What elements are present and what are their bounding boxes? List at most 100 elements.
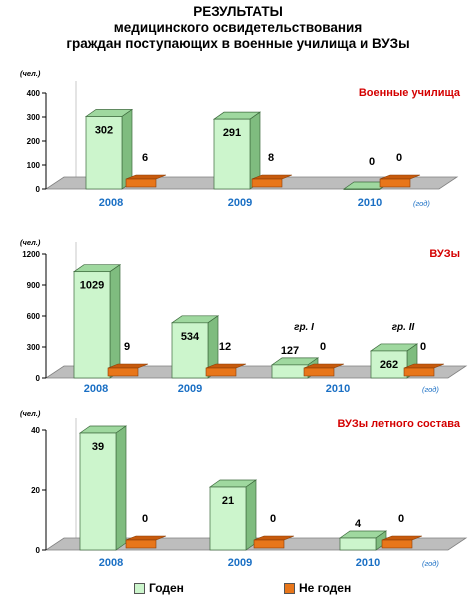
chart2-fit-value: 1029	[80, 280, 104, 292]
chart3-category-label: 2010	[356, 557, 380, 569]
chart1-y-tick-label: 300	[27, 113, 41, 122]
chart1-unfit-value: 8	[268, 152, 274, 164]
chart1-unfit-bar-front	[251, 178, 283, 188]
legend-item-fit: Годен	[134, 581, 184, 595]
chart2-floor	[44, 365, 468, 379]
page-subtitle-1: медицинского освидетельствования	[113, 20, 363, 35]
chart1-y-tick-label: 100	[27, 161, 41, 170]
chart3-y-tick-label: 40	[31, 426, 40, 435]
chart2-category-label: 2010	[326, 383, 350, 395]
chart3-x-axis-label: (год)	[422, 559, 439, 568]
chart1-y-tick-label: 0	[36, 185, 41, 194]
chart3-fit-value: 4	[355, 518, 362, 530]
chart2-fit-bar-front	[370, 350, 408, 379]
chart2-unfit-bar-front	[205, 367, 237, 377]
chart2-unfit-value: 9	[124, 341, 130, 353]
chart3-fit-bar-front	[79, 432, 117, 551]
chart1-unfit-bar	[379, 174, 421, 188]
chart2-group-label: гр. I	[294, 322, 314, 333]
chart1-y-axis-label: (чел.)	[20, 69, 41, 78]
chart2-y-tick-label: 0	[36, 374, 41, 383]
chart3-unfit-value: 0	[142, 513, 148, 525]
chart3-fit-bar-front	[209, 486, 247, 551]
chart2-title: ВУЗы	[429, 248, 460, 260]
legend-label-fit: Годен	[149, 581, 184, 595]
chart3-y-axis-label: (чел.)	[20, 409, 41, 418]
chart3-fit-bar	[338, 530, 388, 551]
chart3-category-label: 2008	[99, 557, 123, 569]
chart2-unfit-bar-front	[303, 367, 335, 377]
chart1-fit-value: 302	[95, 125, 113, 137]
chart2-fit-value: 127	[281, 345, 299, 357]
chart2-unfit-bar-front	[403, 367, 435, 377]
chart3-fit-value: 21	[222, 495, 234, 507]
chart1-fit-value: 291	[223, 127, 241, 139]
chart1-unfit-bar-front	[125, 178, 157, 188]
chart1-y-tick-label: 400	[27, 89, 41, 98]
chart2-category-label: 2009	[178, 383, 202, 395]
chart1-fit-bar	[84, 108, 134, 190]
chart2-fit-bar	[170, 315, 220, 379]
chart2-fit-bar	[72, 263, 122, 379]
chart2-y-tick-label: 900	[27, 281, 41, 290]
chart3-y-tick-label: 20	[31, 486, 40, 495]
page-title: РЕЗУЛЬТАТЫ	[193, 4, 283, 19]
page-subtitle-2: граждан поступающих в военные училища и …	[66, 36, 410, 51]
chart3-title: ВУЗы летного состава	[337, 418, 460, 430]
chart3-unfit-value: 0	[398, 513, 404, 525]
chart2-y-tick-label: 600	[27, 312, 41, 321]
chart2-fit-bar	[369, 343, 419, 379]
chart2-fit-value: 534	[181, 331, 200, 343]
chart3-unfit-bar	[253, 535, 295, 549]
chart3-unfit-bar	[125, 535, 167, 549]
chart3-fit-bar-side	[115, 425, 127, 551]
chart3-unfit-bar-front	[381, 539, 413, 549]
chart1-unfit-bar	[125, 174, 167, 188]
chart2-y-tick-label: 300	[27, 343, 41, 352]
chart2-unfit-bar-front	[107, 367, 139, 377]
chart3-unfit-bar	[381, 535, 423, 549]
chart2-y-axis-label: (чел.)	[20, 238, 41, 247]
legend-swatch-fit	[134, 583, 145, 595]
legend-item-unfit: Не годен	[284, 581, 351, 595]
chart1-unfit-bar	[251, 174, 293, 188]
chart1-category-label: 2010	[358, 197, 382, 209]
chart2-fit-bar-front	[271, 364, 309, 379]
chart1-x-axis-label: (год)	[413, 199, 430, 208]
chart2-unfit-bar	[205, 363, 247, 377]
chart1-unfit-bar-front	[379, 178, 411, 188]
chart2-unfit-value: 12	[219, 341, 231, 353]
chart1-fit-value: 0	[369, 156, 375, 168]
chart3-fit-bar	[78, 425, 128, 551]
chart1-fit-bar	[212, 111, 262, 190]
chart1-fit-bar-front	[343, 188, 381, 190]
chart2-fit-bar-front	[171, 322, 209, 379]
chart3-fit-bar	[208, 479, 258, 551]
chart1-fit-bar	[342, 181, 392, 190]
chart3-y-tick-label: 0	[36, 546, 41, 555]
chart3-category-label: 2009	[228, 557, 252, 569]
chart1-category-label: 2008	[99, 197, 123, 209]
chart1-category-label: 2009	[228, 197, 252, 209]
chart2-unfit-value: 0	[320, 341, 326, 353]
legend-label-unfit: Не годен	[299, 581, 352, 595]
chart2-x-axis-label: (год)	[422, 385, 439, 394]
chart3-fit-value: 39	[92, 441, 104, 453]
chart1-fit-bar-front	[85, 116, 123, 190]
chart2-unfit-value: 0	[420, 341, 426, 353]
chart2-category-label: 2008	[84, 383, 108, 395]
chart1-unfit-value: 6	[142, 152, 148, 164]
chart2-unfit-bar	[403, 363, 445, 377]
chart3-unfit-bar-front	[253, 539, 285, 549]
chart3-fit-bar-front	[339, 537, 377, 551]
chart1-y-tick-label: 200	[27, 137, 41, 146]
chart2-unfit-bar	[303, 363, 345, 377]
chart2-y-tick-label: 1200	[22, 250, 40, 259]
chart2-fit-bar-front	[73, 271, 111, 379]
chart1-fit-bar-front	[213, 118, 251, 190]
chart2-fit-value: 262	[380, 359, 398, 371]
chart2-group-label: гр. II	[392, 322, 415, 333]
chart3-unfit-bar-front	[125, 539, 157, 549]
chart2-unfit-bar	[107, 363, 149, 377]
